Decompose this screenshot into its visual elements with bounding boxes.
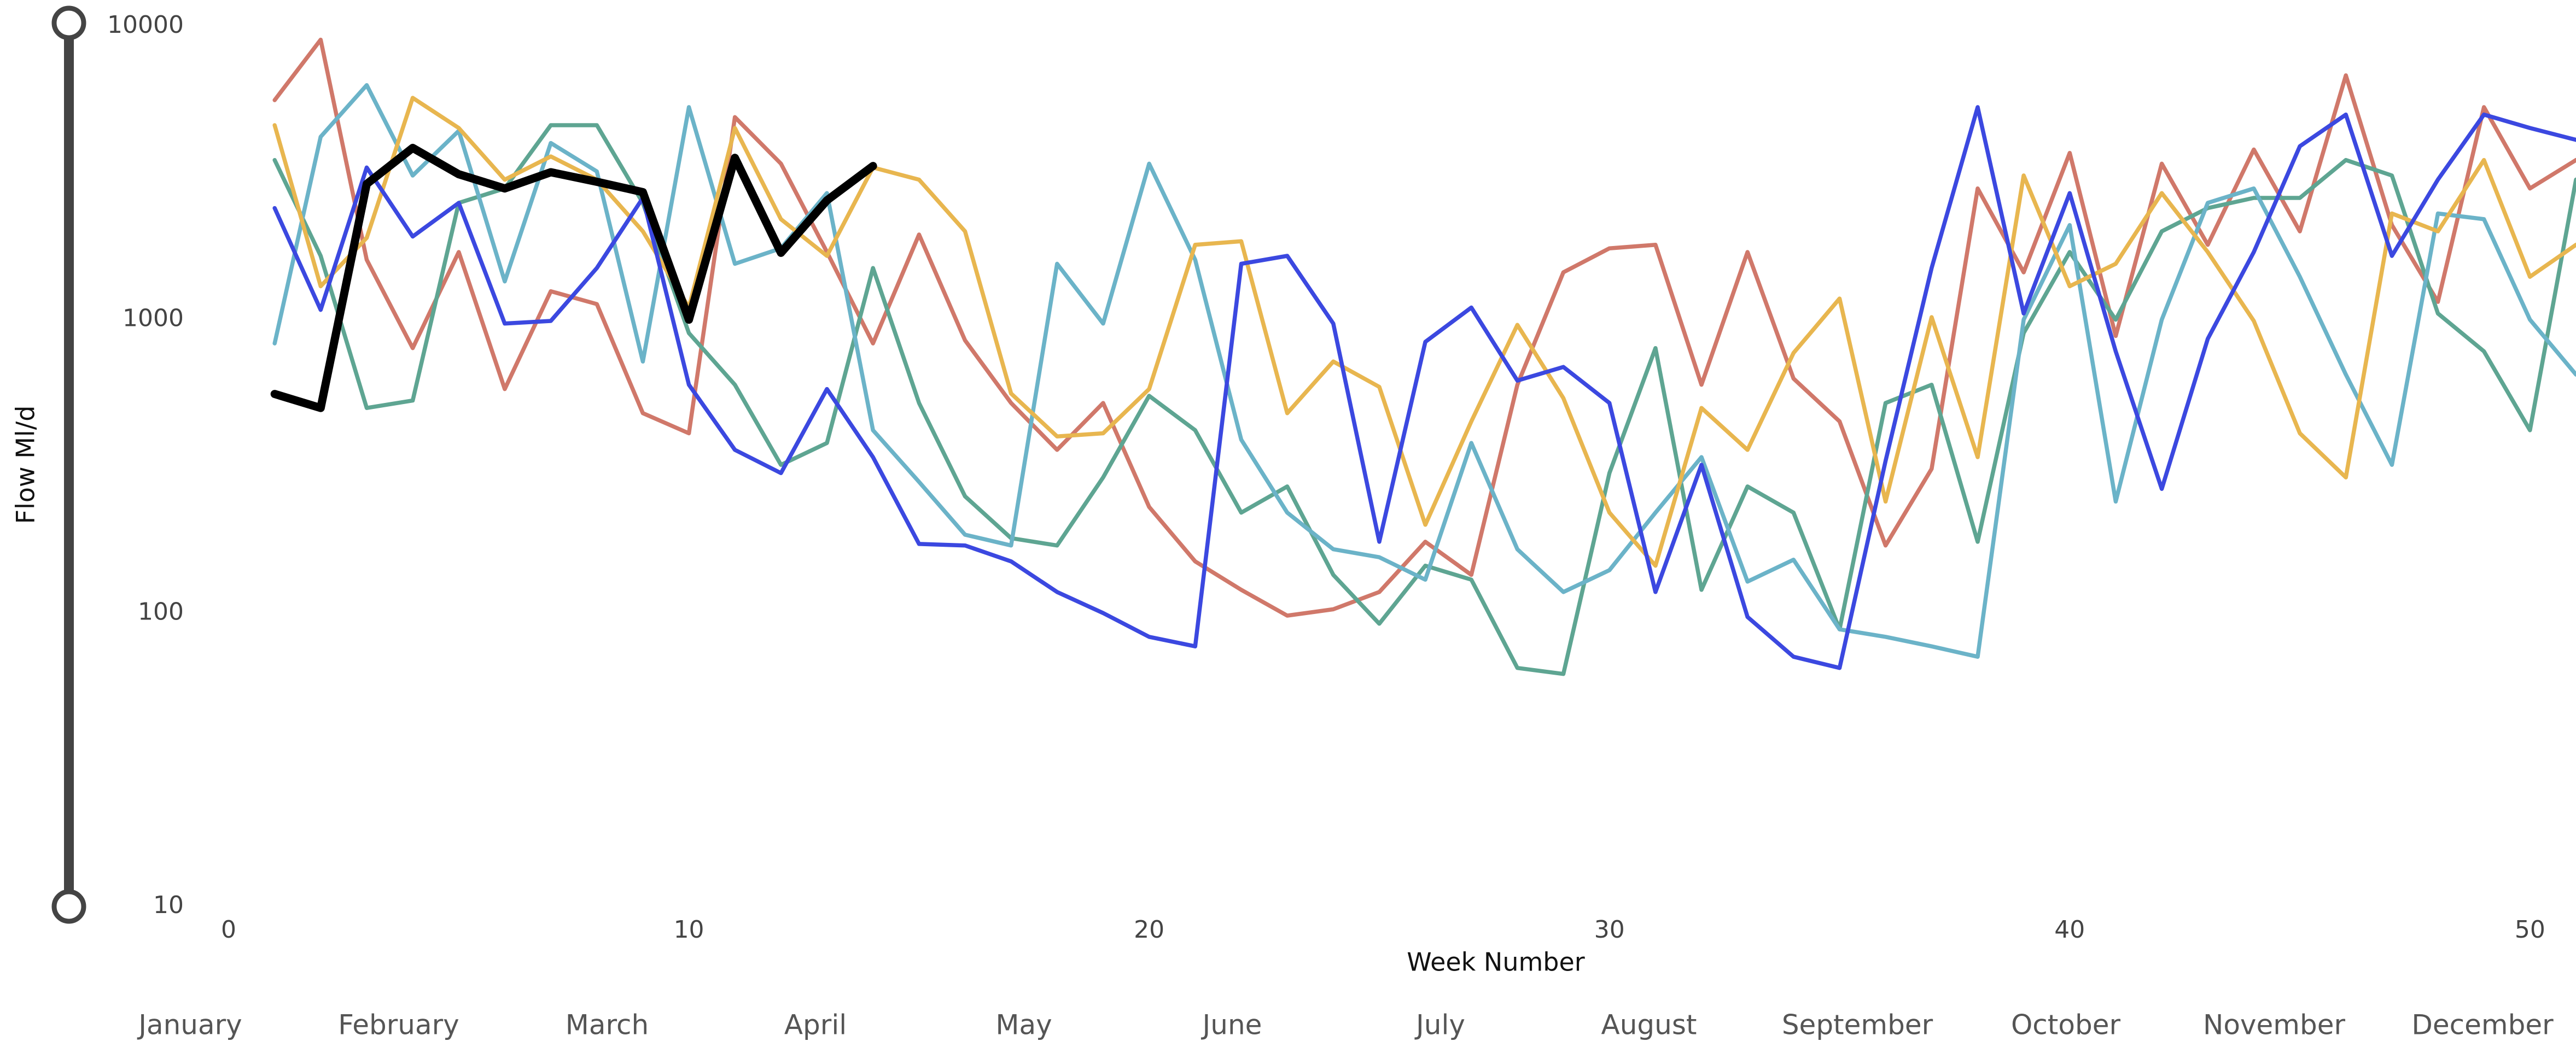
- month-label: July: [1414, 1009, 1465, 1041]
- month-label: November: [2203, 1009, 2346, 1041]
- x-tick-label: 30: [1594, 916, 1625, 944]
- y-axis-label: Flow Ml/d: [11, 406, 40, 524]
- month-label: January: [137, 1009, 242, 1041]
- x-tick-label: 0: [221, 916, 236, 944]
- month-label: March: [566, 1009, 649, 1041]
- x-tick-label: 20: [1134, 916, 1164, 944]
- month-label: June: [1201, 1009, 1262, 1041]
- x-tick-label: 40: [2054, 916, 2085, 944]
- y-tick-label: 100: [138, 598, 184, 625]
- x-tick-label: 10: [674, 916, 704, 944]
- y-tick-label: 10: [153, 891, 184, 919]
- x-axis-label: Week Number: [1407, 947, 1585, 977]
- x-tick-label: 50: [2515, 916, 2545, 944]
- plot-lines: [270, 37, 2576, 676]
- slider-handle-bottom[interactable]: [51, 889, 86, 924]
- slider-handle-top[interactable]: [51, 5, 86, 40]
- series-line: [272, 96, 2576, 568]
- month-label: April: [784, 1009, 847, 1041]
- series-line: [272, 37, 2576, 618]
- month-label: February: [338, 1009, 459, 1041]
- series-line: [272, 105, 2576, 670]
- month-label: August: [1601, 1009, 1697, 1041]
- month-label: September: [1782, 1009, 1933, 1041]
- y-tick-label: 10000: [107, 11, 184, 39]
- month-label: October: [2011, 1009, 2121, 1041]
- month-label: December: [2411, 1009, 2554, 1041]
- series-line: [270, 144, 877, 412]
- month-label: May: [995, 1009, 1052, 1041]
- y-tick-label: 1000: [123, 305, 184, 332]
- range-slider[interactable]: [51, 5, 86, 924]
- series-line: [272, 83, 2576, 659]
